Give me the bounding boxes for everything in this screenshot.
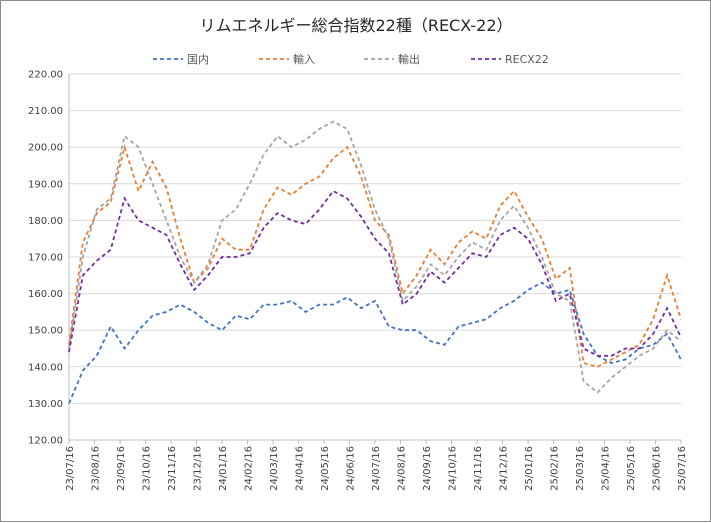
x-tick-label: 24/02/16 <box>244 446 255 491</box>
grid <box>69 73 681 441</box>
chart-title: リムエネルギー総合指数22種（RECX-22） <box>199 16 512 35</box>
x-tick-label: 25/06/16 <box>652 446 663 491</box>
x-tick-label: 23/07/16 <box>65 446 76 491</box>
x-tick-label: 24/04/16 <box>295 446 306 491</box>
y-axis: 120.00 130.00 140.00 150.00 160.00 170.00 180.… <box>28 70 70 447</box>
x-tick-label: 24/12/16 <box>499 446 510 491</box>
legend-label: 輸入 <box>293 52 315 66</box>
x-tick-label: 24/09/16 <box>422 446 433 491</box>
y-tick-label: 190.00 <box>28 179 63 190</box>
series-line-国内 <box>68 281 682 404</box>
series-line-輸出 <box>68 120 682 394</box>
y-tick-label: 150.00 <box>28 326 63 337</box>
y-tick-label: 180.00 <box>28 216 63 227</box>
series-group <box>68 120 682 404</box>
x-tick-label: 23/08/16 <box>91 446 102 491</box>
x-tick-label: 25/02/16 <box>550 446 561 491</box>
x-tick-label: 25/07/16 <box>677 446 688 491</box>
series-line-RECX22 <box>68 189 682 357</box>
y-tick-label: 220.00 <box>28 70 63 81</box>
x-tick-label: 24/06/16 <box>346 446 357 491</box>
y-tick-label: 120.00 <box>28 436 63 447</box>
legend-label: 輸出 <box>398 52 420 66</box>
x-tick-label: 24/10/16 <box>448 446 459 491</box>
x-tick-label: 25/01/16 <box>524 446 535 491</box>
x-tick-label: 23/09/16 <box>116 446 127 491</box>
x-tick-label: 25/05/16 <box>626 446 637 491</box>
y-tick-label: 200.00 <box>28 143 63 154</box>
legend-label: RECX22 <box>505 53 549 66</box>
y-tick-label: 170.00 <box>28 253 63 264</box>
x-tick-label: 25/03/16 <box>575 446 586 491</box>
x-tick-label: 23/10/16 <box>142 446 153 491</box>
x-axis: 23/07/16 23/08/16 23/09/16 23/10/16 23/11/16… <box>65 439 688 491</box>
x-tick-label: 24/03/16 <box>269 446 280 491</box>
y-tick-label: 130.00 <box>28 399 63 410</box>
x-tick-label: 24/05/16 <box>320 446 331 491</box>
legend: 国内 輸入 輸出 RECX22 <box>153 52 549 66</box>
x-tick-label: 24/08/16 <box>397 446 408 491</box>
y-tick-label: 140.00 <box>28 362 63 373</box>
x-tick-label: 23/11/16 <box>167 446 178 491</box>
x-tick-label: 24/07/16 <box>371 446 382 491</box>
y-tick-label: 160.00 <box>28 289 63 300</box>
x-tick-label: 23/12/16 <box>193 446 204 491</box>
y-tick-label: 210.00 <box>28 106 63 117</box>
x-tick-label: 24/11/16 <box>473 446 484 491</box>
x-tick-label: 25/04/16 <box>601 446 612 491</box>
legend-label: 国内 <box>187 52 209 66</box>
x-tick-label: 24/01/16 <box>218 446 229 491</box>
